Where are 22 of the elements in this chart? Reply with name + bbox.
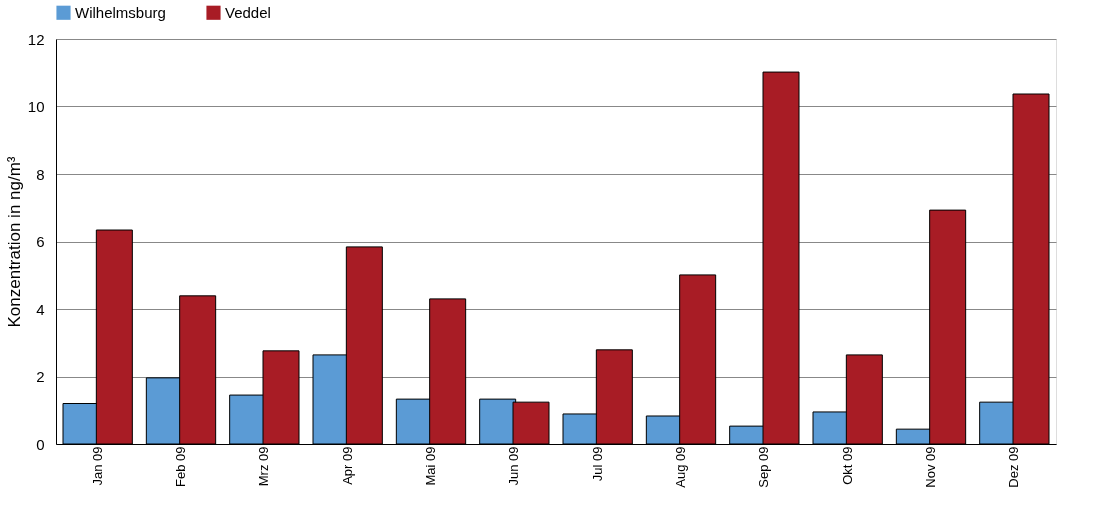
y-tick-label: 0 [36, 435, 45, 453]
y-axis-title: Konzentration in ng/m³ [4, 156, 24, 328]
x-tick-label: Aug 09 [673, 446, 688, 488]
x-tick-label: Jan 09 [89, 446, 105, 486]
y-tick-label: 2 [36, 368, 45, 385]
y-tick-label: 8 [36, 165, 45, 183]
legend-label: Wilhelmsburg [75, 3, 166, 21]
x-tick-label: Sep 09 [756, 446, 772, 488]
x-tick-label: Mai 09 [423, 446, 438, 486]
legend-label: Veddel [225, 3, 271, 21]
x-tick-label: Feb 09 [173, 446, 188, 487]
x-tick-label: Jul 09 [589, 446, 605, 482]
x-tick-label: Jun 09 [506, 446, 522, 486]
x-tick-label: Okt 09 [839, 446, 855, 485]
x-tick-label: Dez 09 [1006, 446, 1022, 488]
y-tick-label: 12 [27, 30, 45, 48]
x-tick-label: Mrz 09 [256, 446, 272, 487]
y-tick-label: 4 [36, 300, 45, 318]
y-tick-label: 6 [36, 233, 45, 250]
x-tick-label: Nov 09 [923, 446, 938, 488]
y-tick-label: 10 [27, 98, 45, 115]
x-tick-label: Apr 09 [339, 446, 355, 485]
